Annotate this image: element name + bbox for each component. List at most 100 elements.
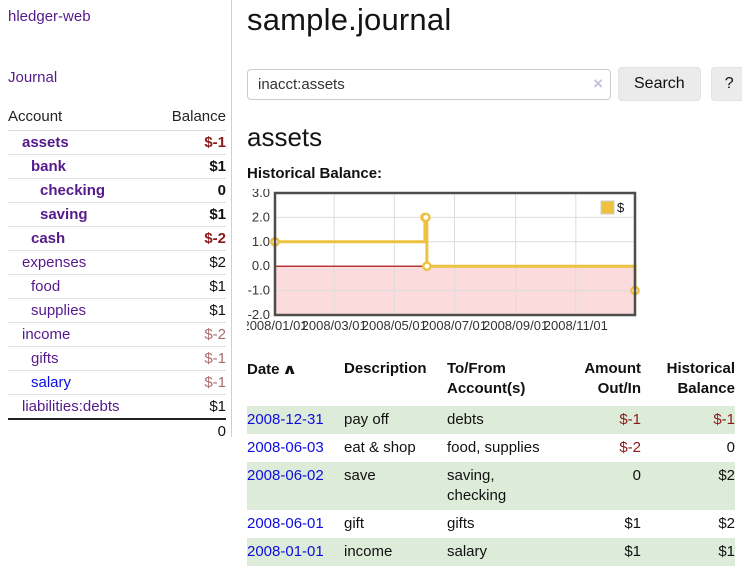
account-balance: 0 xyxy=(158,178,226,203)
clear-search-icon[interactable]: × xyxy=(593,73,603,93)
transaction-date-link[interactable]: 2008-12-31 xyxy=(247,411,324,428)
transaction-date-link[interactable]: 2008-01-01 xyxy=(247,543,324,560)
transaction-accounts: food, supplies xyxy=(447,439,540,456)
account-link[interactable]: liabilities:debts xyxy=(22,398,120,415)
account-link[interactable]: checking xyxy=(40,182,106,199)
brand-link[interactable]: hledger-web xyxy=(8,8,91,25)
data-point-marker xyxy=(422,261,432,271)
accounts-col-account: Account xyxy=(8,104,158,131)
account-link[interactable]: expenses xyxy=(22,254,87,271)
account-balance: $1 xyxy=(158,202,226,227)
transaction-description: pay off xyxy=(344,411,389,428)
transaction-amount: $1 xyxy=(624,543,641,560)
register-row: 2008-01-01 income salary $1 $1 xyxy=(247,538,735,566)
account-row: saving $1 xyxy=(8,202,226,227)
historical-balance-chart: $3.0 2.0 1.0 0.0 -1.0 -2.0 2008/01/01 2008/03/0… xyxy=(242,185,742,340)
account-link[interactable]: food xyxy=(31,278,61,295)
data-point-marker xyxy=(421,212,431,223)
col-amount: Amount Out/In xyxy=(584,360,641,397)
accounts-total-row: 0 xyxy=(8,418,226,443)
register-row: 2008-06-02 save saving, checking 0 $2 xyxy=(247,462,735,510)
page: hledger-web Journal Account Balance asse… xyxy=(0,0,742,566)
transaction-amount: $1 xyxy=(624,515,641,532)
y-tick-label: -2.0 xyxy=(248,307,270,322)
x-tick-label: 2008/03/01 xyxy=(302,318,367,333)
x-tick-label: 2008/01/01 xyxy=(247,318,308,333)
account-balance: $-2 xyxy=(158,322,226,347)
transaction-accounts: gifts xyxy=(447,515,475,532)
transaction-amount: 0 xyxy=(632,467,641,484)
transaction-date-link[interactable]: 2008-06-01 xyxy=(247,515,324,532)
account-row: supplies $1 xyxy=(8,298,226,323)
account-balance: $1 xyxy=(158,394,226,420)
accounts-col-balance: Balance xyxy=(158,104,226,131)
account-balance: $1 xyxy=(158,274,226,299)
search-form: × Search ? xyxy=(247,67,742,101)
y-tick-label: 0.0 xyxy=(252,258,270,273)
transaction-accounts: saving, checking xyxy=(447,467,507,504)
y-tick-label: 1.0 xyxy=(252,234,270,249)
y-tick-label: 2.0 xyxy=(252,209,270,224)
account-heading: assets xyxy=(247,122,323,152)
help-button[interactable]: ? xyxy=(710,67,742,101)
transaction-amount: $-2 xyxy=(619,439,641,456)
search-button[interactable]: Search xyxy=(618,67,701,101)
account-row: gifts $-1 xyxy=(8,346,226,371)
account-row: food $1 xyxy=(8,274,226,299)
transaction-accounts: debts xyxy=(447,411,484,428)
search-input-wrap: × xyxy=(247,68,611,100)
account-balance: $-1 xyxy=(158,346,226,371)
transaction-description: save xyxy=(344,467,376,484)
transaction-balance: $2 xyxy=(718,515,735,532)
chart-title: Historical Balance: xyxy=(247,165,383,182)
account-row: expenses $2 xyxy=(8,250,226,275)
transaction-balance: 0 xyxy=(726,439,735,456)
account-link[interactable]: assets xyxy=(22,134,69,151)
account-link[interactable]: supplies xyxy=(31,302,87,319)
transaction-amount: $-1 xyxy=(619,411,641,428)
main-content: sample.journal × Search ? assets Histori… xyxy=(232,0,742,566)
account-row: assets $-1 xyxy=(8,130,226,155)
legend-swatch xyxy=(600,200,615,215)
x-tick-label: 2008/11/01 xyxy=(544,318,608,333)
accounts-total-value: 0 xyxy=(158,418,226,443)
search-input[interactable] xyxy=(247,68,611,100)
account-link[interactable]: income xyxy=(22,326,71,343)
page-title: sample.journal xyxy=(247,2,452,37)
account-balance: $1 xyxy=(158,154,226,179)
transaction-balance: $2 xyxy=(718,467,735,484)
transaction-date-link[interactable]: 2008-06-03 xyxy=(247,439,324,456)
account-link[interactable]: gifts xyxy=(31,350,59,367)
legend-label: $ xyxy=(617,200,625,215)
account-link[interactable]: cash xyxy=(31,230,66,247)
sidebar: hledger-web Journal Account Balance asse… xyxy=(0,0,232,566)
transaction-description: income xyxy=(344,543,393,560)
x-tick-label: 2008/09/01 xyxy=(483,318,548,333)
transaction-description: gift xyxy=(344,515,365,532)
account-row: checking 0 xyxy=(8,178,226,203)
account-link[interactable]: bank xyxy=(31,158,67,175)
account-link[interactable]: salary xyxy=(31,374,72,391)
col-date[interactable]: Date ∧ xyxy=(247,361,297,378)
account-row: bank $1 xyxy=(8,154,226,179)
col-balance: Historical Balance xyxy=(666,360,735,397)
sidebar-divider xyxy=(231,0,232,437)
account-row: income $-2 xyxy=(8,322,226,347)
account-row: cash $-2 xyxy=(8,226,226,251)
x-tick-label: 2008/05/01 xyxy=(362,318,427,333)
col-description: Description xyxy=(344,360,427,377)
account-balance: $-1 xyxy=(158,370,226,395)
account-link[interactable]: saving xyxy=(40,206,88,223)
sort-up-icon: ∧ xyxy=(281,361,297,377)
y-tick-label: -1.0 xyxy=(248,283,270,298)
transaction-accounts: salary xyxy=(447,543,488,560)
account-balance: $-2 xyxy=(158,226,226,251)
account-row: liabilities:debts $1 xyxy=(8,394,226,420)
transaction-date-link[interactable]: 2008-06-02 xyxy=(247,467,324,484)
transaction-balance: $-1 xyxy=(713,411,735,428)
account-balance: $-1 xyxy=(158,130,226,155)
register-row: 2008-06-01 gift gifts $1 $2 xyxy=(247,510,735,538)
nav-journal-link[interactable]: Journal xyxy=(8,69,58,86)
chart-svg: $3.0 2.0 1.0 0.0 -1.0 -2.02008/01/012008/03/0… xyxy=(242,185,640,333)
account-row: salary $-1 xyxy=(8,370,226,395)
